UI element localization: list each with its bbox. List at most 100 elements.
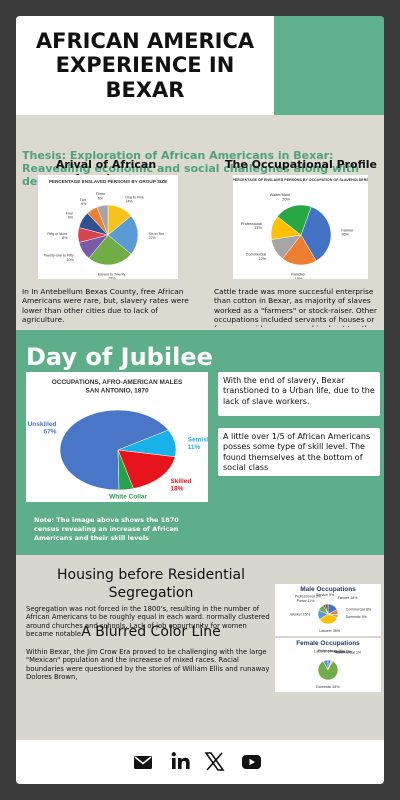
- slice-value-label: 5%: [362, 615, 368, 619]
- slice-category: Porter: [297, 599, 308, 603]
- paragraph: Segregation was not forced in the 1800's…: [26, 605, 270, 639]
- slice-label: Porter11%: [297, 599, 316, 603]
- pie-slice: [107, 215, 139, 255]
- slice-category: Three: [96, 192, 105, 196]
- slice-value-label: 67%: [43, 428, 56, 435]
- social-icons: [134, 752, 261, 771]
- note: Note: The image above shows the 1870 cen…: [34, 516, 179, 542]
- pie-chart: Male Occupations Farmer18% Commercial8% Dom…: [290, 586, 372, 633]
- slice-label: Professional 13%: [241, 222, 263, 230]
- slice-value-label: 0%: [346, 650, 352, 654]
- text-box: With the end of slavery, Bexar transtion…: [218, 372, 380, 416]
- slice-value-label: 8%: [62, 236, 68, 240]
- slice-category: Service: [316, 593, 328, 597]
- pie-chart: PERCENTAGE OF ENSLAVED PERSONS BY OCCUPA…: [232, 178, 369, 281]
- slice-label: Laborer35%: [319, 629, 340, 633]
- chart-title: PERCENTAGE ENSLAVED PERSONS BY GROUP SIZ…: [49, 179, 167, 184]
- pie-chart: OCCUPATIONS, AFRO-AMERICAN MALES SAN ANTO…: [28, 379, 224, 508]
- slice-label: Commercial 12%: [246, 252, 267, 260]
- slice-category: Commercial: [346, 608, 365, 612]
- slice-label: Twenty-one to Fifty 10%: [43, 254, 74, 262]
- slice-value-label: 54%: [332, 685, 340, 689]
- slice-category: Unskilled: [28, 421, 57, 428]
- slice-category: Domestic: [316, 685, 331, 689]
- slice-label: Two 6%: [80, 198, 87, 206]
- slice-category: White Collar: [109, 493, 147, 500]
- slice-value-label: 14%: [125, 199, 133, 203]
- slice-value-label: 11%: [188, 444, 201, 451]
- slice-category: Waiter/Maid: [270, 193, 290, 197]
- slice-value-label: 35%: [333, 629, 341, 633]
- pie-slice: [277, 204, 312, 236]
- slice-label: Commercial1%: [336, 651, 362, 655]
- slice-category: Fifty or More: [47, 232, 67, 236]
- slice-label: Waiter/Maid 20%: [270, 193, 291, 201]
- title: AFRICAN AMERICA EXPERIENCE IN BEXAR: [35, 29, 255, 102]
- slice-category: Rancher: [291, 272, 306, 276]
- slice-label: Rancher 19%: [291, 272, 306, 279]
- slice-value-label: 25%: [108, 276, 116, 279]
- slice-value-label: 11%: [308, 599, 316, 603]
- pie-chart: PERCENTAGE ENSLAVED PERSONS BY GROUP SIZ…: [43, 179, 167, 280]
- slice-label: Professional3%: [295, 594, 322, 598]
- slice-value-label: 18%: [170, 485, 183, 492]
- slice-label: Farmer 36%: [341, 228, 354, 236]
- chart-title: Female Occupations: [296, 640, 360, 647]
- section-heading: The Occupational Profile: [224, 158, 377, 171]
- slice-label: Unskilled 67%: [28, 421, 57, 435]
- linkedin-icon[interactable]: [171, 752, 190, 769]
- slice-value-label: 3%: [316, 594, 322, 598]
- chart-image: Male Occupations Farmer18% Commercial8% Dom…: [275, 584, 381, 636]
- slice-label: Service5%: [316, 593, 335, 597]
- slice-label: Four 9%: [66, 211, 74, 219]
- pie-slice: [96, 204, 109, 236]
- slice-category: Worker: [290, 613, 302, 617]
- pie-slice: [322, 659, 329, 671]
- slice-value-label: 4%: [123, 501, 133, 502]
- pie-chart: Female Occupations Professional3%Service0…: [296, 640, 362, 689]
- text-box: A little over 1/5 of African Americans p…: [218, 428, 380, 476]
- section-heading: A Blurred Color Line: [81, 624, 221, 640]
- slice-category: Farmer: [341, 228, 354, 232]
- slice-category: Four: [66, 211, 74, 215]
- email-icon[interactable]: [134, 756, 152, 769]
- slice-label: Domestic54%: [316, 685, 340, 689]
- slice-category: Professional: [295, 594, 315, 598]
- slice-category: Laborer: [314, 650, 327, 654]
- youtube-icon[interactable]: [242, 755, 261, 769]
- slice-value-label: 8%: [366, 608, 372, 612]
- slice-label: Laborer5%: [314, 650, 333, 654]
- slice-label: Commercial8%: [346, 608, 372, 612]
- slice-category: Two: [80, 198, 87, 202]
- slice-value-label: 18%: [350, 596, 358, 600]
- slice-category: Service: [333, 650, 345, 654]
- paragraph: In In Antebellum Bexas County, free Afri…: [22, 287, 189, 324]
- pie-slice: [324, 603, 329, 615]
- slice-category: Semiskilled: [188, 437, 208, 444]
- chart-title: PERCENTAGE OF ENSLAVED PERSONS BY OCCUPA…: [233, 178, 368, 182]
- pie-slice: [88, 234, 132, 266]
- slice-value-label: 20%: [282, 197, 290, 201]
- chart-title: SAN ANTONIO, 1870: [85, 388, 149, 395]
- x-icon[interactable]: [204, 752, 225, 771]
- chart-image: Female Occupations Professional3% Service0…: [275, 638, 381, 692]
- slice-label: White Collar4%: [109, 493, 147, 502]
- slice-category: One to Five: [125, 195, 144, 199]
- pie-slice: [117, 449, 176, 489]
- slice-value-label: 22%: [149, 236, 157, 240]
- slice-value-label: 5%: [328, 650, 334, 654]
- slice-value-label: 9%: [68, 216, 74, 220]
- slice-category: Domestic: [346, 615, 361, 619]
- chart-title: OCCUPATIONS, AFRO-AMERICAN MALES: [52, 379, 183, 386]
- slice-label: Farmer18%: [338, 596, 359, 600]
- slice-value-label: 10%: [67, 258, 75, 262]
- slice-value-label: 36%: [341, 233, 349, 237]
- slice-label: Worker15%: [290, 613, 311, 617]
- slice-label: Semiskilled11%: [188, 437, 208, 451]
- footer: [16, 740, 384, 784]
- section-heading: Day of Jubilee: [26, 343, 213, 371]
- chart-image: PERCENTAGE ENSLAVED PERSONS BY GROUP SIZ…: [38, 175, 178, 280]
- slice-value-label: 13%: [254, 226, 262, 230]
- slice-value-label: 6%: [98, 196, 104, 200]
